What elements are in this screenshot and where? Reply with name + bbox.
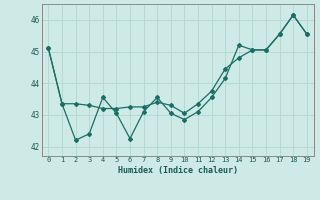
X-axis label: Humidex (Indice chaleur): Humidex (Indice chaleur) bbox=[118, 166, 237, 175]
